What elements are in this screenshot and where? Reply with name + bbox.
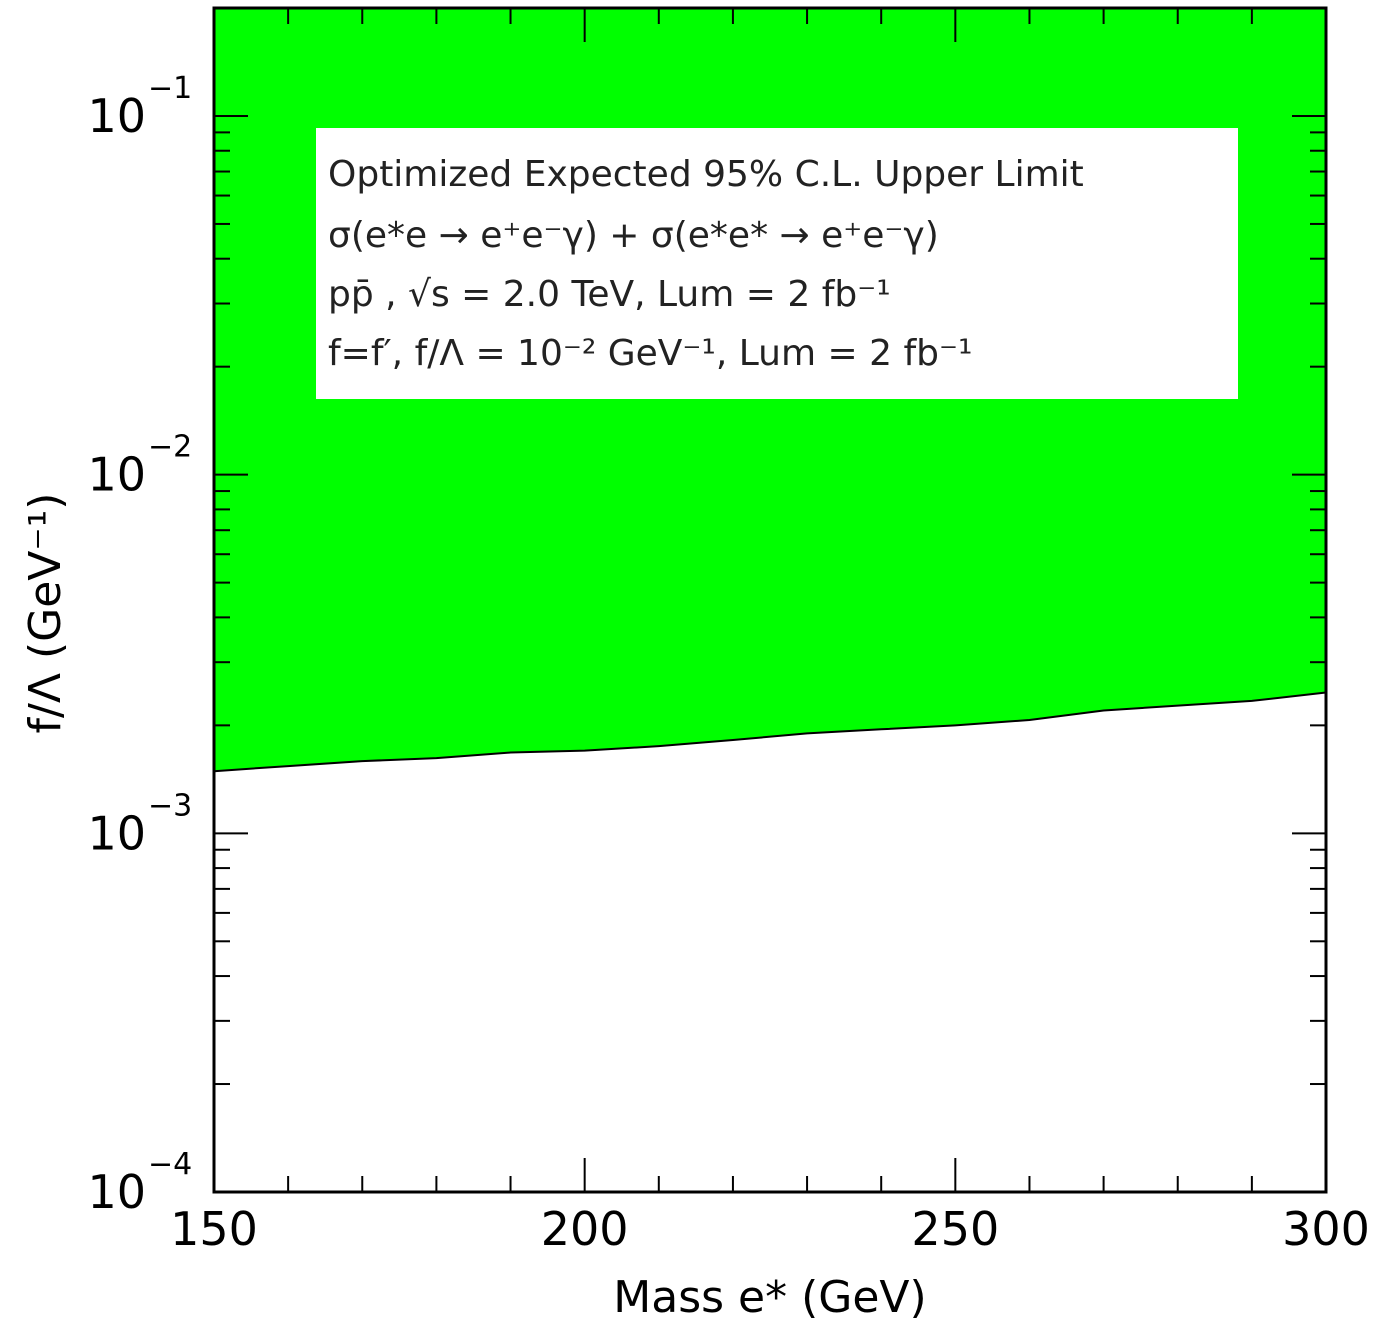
y-tick-label-base: 10: [87, 448, 146, 502]
y-tick-label-exponent: −3: [148, 788, 192, 823]
legend-line-2: σ(e*e → e⁺e⁻γ) + σ(e*e* → e⁺e⁻γ): [328, 215, 939, 256]
y-axis-title: f/Λ (GeV⁻¹): [20, 493, 71, 734]
y-tick-label-exponent: −2: [148, 430, 192, 465]
legend-line-4: f=f′, f/Λ = 10⁻² GeV⁻¹, Lum = 2 fb⁻¹: [328, 333, 972, 374]
axis-labels: Mass e* (GeV) f/Λ (GeV⁻¹): [20, 493, 927, 1323]
plot-frame: [212, 6, 1328, 1194]
y-tick-label-exponent: −1: [148, 71, 192, 106]
y-tick-label-base: 10: [87, 89, 146, 143]
legend-line-3: pp̄ , √s = 2.0 TeV, Lum = 2 fb⁻¹: [328, 274, 891, 315]
x-tick-label: 150: [170, 1202, 258, 1256]
x-tick-label: 300: [1282, 1202, 1370, 1256]
y-tick-label-base: 10: [87, 1165, 146, 1219]
legend-box: Optimized Expected 95% C.L. Upper Limit …: [316, 128, 1238, 399]
x-tick-label: 200: [541, 1202, 629, 1256]
x-tick-label: 250: [911, 1202, 999, 1256]
legend-line-1: Optimized Expected 95% C.L. Upper Limit: [328, 154, 1084, 195]
x-axis-title: Mass e* (GeV): [613, 1272, 926, 1323]
limit-curve: [213, 691, 1327, 773]
legend-background: [316, 128, 1238, 399]
y-tick-label-exponent: −4: [148, 1147, 192, 1182]
y-tick-label-base: 10: [87, 806, 146, 860]
